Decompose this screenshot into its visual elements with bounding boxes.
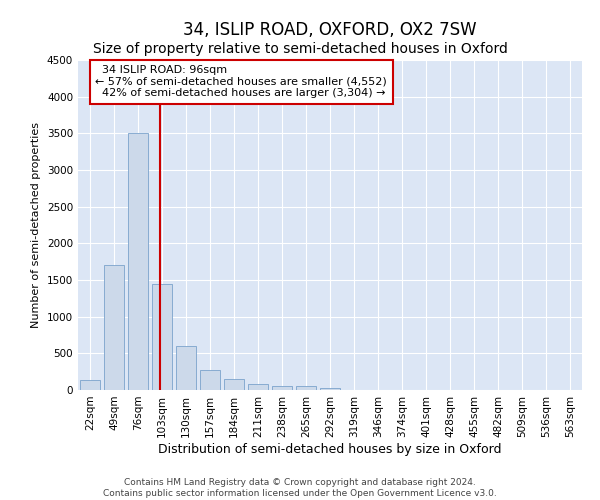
Text: Size of property relative to semi-detached houses in Oxford: Size of property relative to semi-detach… bbox=[92, 42, 508, 56]
Bar bbox=[320, 388, 340, 390]
Bar bbox=[176, 346, 196, 390]
Bar bbox=[272, 386, 292, 390]
Text: 34 ISLIP ROAD: 96sqm
← 57% of semi-detached houses are smaller (4,552)
  42% of : 34 ISLIP ROAD: 96sqm ← 57% of semi-detac… bbox=[95, 65, 387, 98]
Bar bbox=[80, 380, 100, 390]
Bar bbox=[104, 266, 124, 390]
Text: Contains HM Land Registry data © Crown copyright and database right 2024.
Contai: Contains HM Land Registry data © Crown c… bbox=[103, 478, 497, 498]
Bar bbox=[152, 284, 172, 390]
Y-axis label: Number of semi-detached properties: Number of semi-detached properties bbox=[31, 122, 41, 328]
Bar bbox=[296, 386, 316, 390]
Bar bbox=[224, 379, 244, 390]
Bar bbox=[128, 134, 148, 390]
Bar bbox=[200, 370, 220, 390]
X-axis label: Distribution of semi-detached houses by size in Oxford: Distribution of semi-detached houses by … bbox=[158, 442, 502, 456]
Bar bbox=[248, 384, 268, 390]
Title: 34, ISLIP ROAD, OXFORD, OX2 7SW: 34, ISLIP ROAD, OXFORD, OX2 7SW bbox=[183, 21, 477, 39]
